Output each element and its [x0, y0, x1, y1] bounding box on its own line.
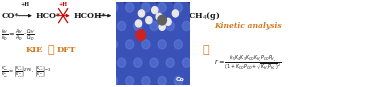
Text: CH$_2$*: CH$_2$*: [136, 10, 160, 21]
Text: +H: +H: [177, 2, 185, 7]
Circle shape: [165, 18, 171, 25]
Circle shape: [155, 0, 175, 23]
Circle shape: [134, 58, 142, 67]
Circle shape: [139, 0, 159, 23]
Circle shape: [155, 37, 175, 60]
Text: HCOH*: HCOH*: [74, 12, 107, 20]
Circle shape: [191, 40, 198, 49]
Text: ➕: ➕: [48, 46, 54, 55]
Circle shape: [172, 10, 178, 17]
Circle shape: [166, 58, 174, 67]
Circle shape: [163, 55, 183, 78]
Circle shape: [142, 76, 150, 86]
Circle shape: [146, 17, 152, 24]
Circle shape: [109, 40, 118, 49]
Circle shape: [166, 21, 174, 31]
Circle shape: [139, 74, 159, 87]
Circle shape: [156, 13, 162, 20]
Circle shape: [171, 0, 192, 23]
Circle shape: [142, 40, 150, 49]
Circle shape: [125, 40, 134, 49]
Text: +H: +H: [20, 2, 29, 7]
Circle shape: [158, 15, 166, 25]
Circle shape: [158, 40, 166, 49]
Circle shape: [187, 74, 208, 87]
Circle shape: [159, 23, 165, 30]
Text: CH$_3$*: CH$_3$*: [162, 10, 186, 21]
Circle shape: [147, 19, 167, 42]
Circle shape: [152, 7, 158, 14]
Text: $\frac{K_{eq}^H}{K_{eq}^D} = \left[\frac{K_{eq}^H}{K_{eq}^D}\right]^{ZPE}\cdot\l: $\frac{K_{eq}^H}{K_{eq}^D} = \left[\frac…: [1, 64, 51, 79]
Text: CO*: CO*: [2, 12, 19, 20]
Circle shape: [115, 55, 135, 78]
Text: CH$_4$(g): CH$_4$(g): [188, 10, 220, 22]
Circle shape: [187, 0, 208, 23]
Circle shape: [106, 0, 127, 23]
Circle shape: [118, 21, 125, 31]
Circle shape: [147, 55, 167, 78]
Circle shape: [174, 40, 183, 49]
Circle shape: [130, 55, 151, 78]
Circle shape: [179, 19, 200, 42]
Circle shape: [130, 19, 151, 42]
Circle shape: [134, 21, 142, 31]
Text: +H: +H: [125, 2, 134, 7]
Circle shape: [122, 37, 143, 60]
Circle shape: [125, 76, 134, 86]
Circle shape: [135, 20, 142, 27]
Circle shape: [106, 37, 127, 60]
Circle shape: [122, 74, 143, 87]
Text: Co: Co: [175, 77, 184, 82]
Circle shape: [174, 76, 183, 86]
Circle shape: [171, 74, 192, 87]
Circle shape: [115, 19, 135, 42]
Circle shape: [142, 3, 150, 12]
Circle shape: [191, 76, 198, 86]
Circle shape: [155, 74, 175, 87]
Circle shape: [106, 74, 127, 87]
Circle shape: [150, 58, 158, 67]
Circle shape: [158, 76, 166, 86]
Text: CH*: CH*: [115, 12, 133, 20]
Circle shape: [118, 58, 125, 67]
Text: KIE: KIE: [25, 46, 43, 54]
Circle shape: [163, 19, 183, 42]
Text: $\frac{k_H}{k_D} = \frac{A_H}{A_D} \cdot \frac{\Omega_H}{\Omega_D}$: $\frac{k_H}{k_D} = \frac{A_H}{A_D} \cdot…: [1, 27, 35, 43]
Circle shape: [122, 0, 143, 23]
Text: ➕: ➕: [203, 46, 209, 55]
Circle shape: [183, 58, 191, 67]
Circle shape: [179, 55, 200, 78]
Circle shape: [174, 3, 183, 12]
Text: DFT: DFT: [56, 46, 76, 54]
Circle shape: [191, 3, 198, 12]
Text: HCO*: HCO*: [36, 12, 61, 20]
Circle shape: [125, 3, 134, 12]
Circle shape: [171, 37, 192, 60]
Circle shape: [183, 21, 191, 31]
Circle shape: [158, 3, 166, 12]
Text: Kinetic analysis: Kinetic analysis: [214, 22, 281, 30]
Text: +H: +H: [150, 2, 160, 7]
Circle shape: [109, 76, 118, 86]
Circle shape: [187, 37, 208, 60]
Text: +H: +H: [59, 2, 68, 7]
Circle shape: [139, 37, 159, 60]
Circle shape: [109, 3, 118, 12]
Circle shape: [136, 30, 146, 41]
Circle shape: [150, 21, 158, 31]
Circle shape: [138, 10, 144, 17]
Text: $r = \frac{k_5 K_4 K_3 K_{CO} K_{H_2} P_{CO} P_{H_2}}{(1 + K_{CO}P_{CO} + \sqrt{: $r = \frac{k_5 K_4 K_3 K_{CO} K_{H_2} P_…: [214, 54, 281, 72]
